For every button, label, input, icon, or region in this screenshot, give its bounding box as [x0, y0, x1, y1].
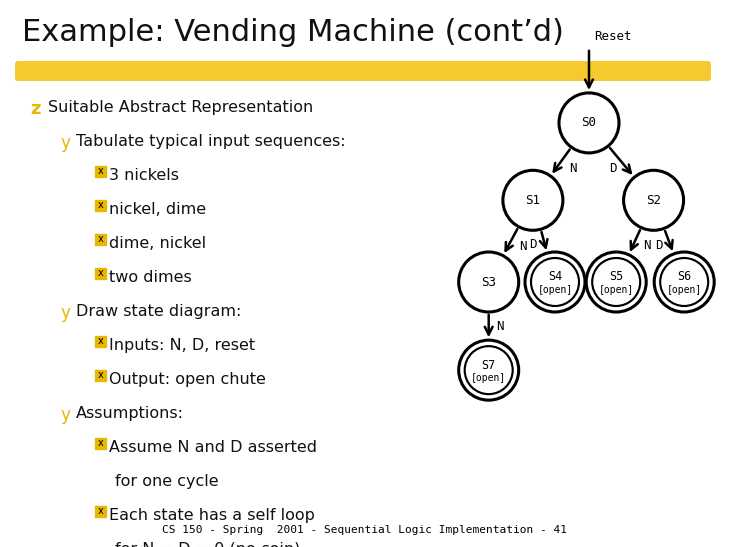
Text: Inputs: N, D, reset: Inputs: N, D, reset	[109, 338, 255, 353]
Text: y: y	[60, 304, 70, 322]
Text: x: x	[98, 201, 104, 211]
Circle shape	[525, 252, 585, 312]
Text: Reset: Reset	[594, 30, 631, 43]
Circle shape	[586, 252, 646, 312]
Circle shape	[623, 170, 683, 230]
Text: [open]: [open]	[599, 285, 634, 295]
Text: CS 150 - Spring  2001 - Sequential Logic Implementation - 41: CS 150 - Spring 2001 - Sequential Logic …	[163, 525, 567, 535]
Text: x: x	[98, 370, 104, 381]
Text: x: x	[98, 235, 104, 245]
Circle shape	[592, 258, 640, 306]
Text: Draw state diagram:: Draw state diagram:	[76, 304, 242, 319]
Text: x: x	[98, 507, 104, 516]
Text: D: D	[529, 237, 537, 251]
Text: for N = D = 0 (no coin): for N = D = 0 (no coin)	[115, 542, 300, 547]
Text: N: N	[496, 319, 504, 333]
FancyBboxPatch shape	[95, 438, 106, 449]
FancyBboxPatch shape	[95, 234, 106, 245]
FancyBboxPatch shape	[15, 61, 711, 81]
Circle shape	[654, 252, 714, 312]
Text: y: y	[60, 406, 70, 424]
Text: x: x	[98, 439, 104, 449]
Text: D: D	[655, 238, 662, 252]
FancyBboxPatch shape	[95, 166, 106, 177]
Text: S0: S0	[582, 117, 596, 130]
FancyBboxPatch shape	[95, 506, 106, 517]
Text: Each state has a self loop: Each state has a self loop	[109, 508, 315, 523]
Circle shape	[531, 258, 579, 306]
Text: Output: open chute: Output: open chute	[109, 372, 266, 387]
Circle shape	[465, 346, 512, 394]
Text: x: x	[98, 269, 104, 278]
Text: Assume N and D asserted: Assume N and D asserted	[109, 440, 317, 455]
Circle shape	[660, 258, 708, 306]
Text: Tabulate typical input sequences:: Tabulate typical input sequences:	[76, 134, 345, 149]
Text: Suitable Abstract Representation: Suitable Abstract Representation	[48, 100, 313, 115]
Text: [open]: [open]	[537, 285, 572, 295]
Text: dime, nickel: dime, nickel	[109, 236, 206, 251]
Text: x: x	[98, 166, 104, 177]
Text: two dimes: two dimes	[109, 270, 192, 285]
Text: [open]: [open]	[666, 285, 702, 295]
Text: S2: S2	[646, 194, 661, 207]
Text: for one cycle: for one cycle	[115, 474, 218, 489]
Text: 3 nickels: 3 nickels	[109, 168, 179, 183]
FancyBboxPatch shape	[95, 336, 106, 347]
Text: N: N	[519, 240, 527, 253]
Text: S3: S3	[481, 276, 496, 288]
Circle shape	[559, 93, 619, 153]
Text: x: x	[98, 336, 104, 346]
Text: S6: S6	[677, 271, 691, 283]
Text: y: y	[60, 134, 70, 152]
Text: S1: S1	[526, 194, 540, 207]
Text: N: N	[569, 162, 577, 174]
Text: Example: Vending Machine (cont’d): Example: Vending Machine (cont’d)	[22, 18, 564, 47]
Circle shape	[458, 340, 519, 400]
Text: N: N	[643, 239, 651, 252]
Text: z: z	[30, 100, 40, 118]
Text: nickel, dime: nickel, dime	[109, 202, 206, 217]
FancyBboxPatch shape	[95, 370, 106, 381]
Text: [open]: [open]	[471, 373, 507, 383]
Circle shape	[458, 252, 519, 312]
Text: Assumptions:: Assumptions:	[76, 406, 184, 421]
Text: S4: S4	[548, 271, 562, 283]
FancyBboxPatch shape	[95, 200, 106, 211]
Circle shape	[503, 170, 563, 230]
FancyBboxPatch shape	[95, 268, 106, 279]
Text: S5: S5	[609, 271, 623, 283]
Text: S7: S7	[482, 359, 496, 371]
Text: D: D	[609, 162, 616, 175]
